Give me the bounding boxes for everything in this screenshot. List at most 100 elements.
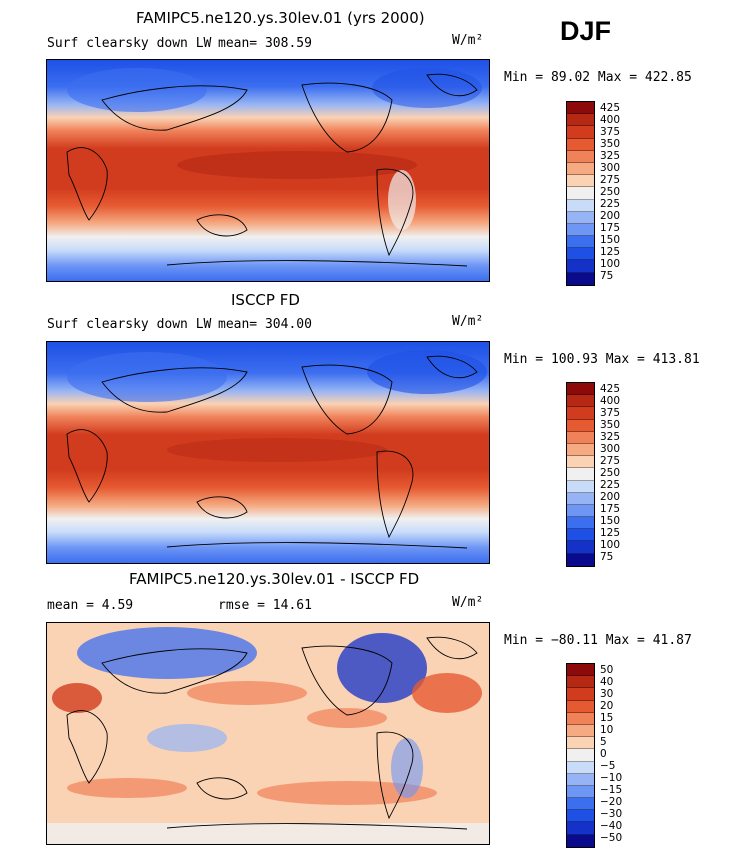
colorbar-tick-label: −20 bbox=[600, 796, 623, 808]
panel3-mean-label: mean = 4.59 bbox=[47, 598, 134, 613]
panel3-units-label: W/m² bbox=[452, 595, 484, 610]
panel1-title: FAMIPC5.ne120.ys.30lev.01 (yrs 2000) bbox=[136, 9, 425, 27]
colorbar-swatch bbox=[567, 187, 594, 200]
colorbar-swatch bbox=[567, 785, 594, 799]
panel2-map bbox=[46, 341, 490, 564]
colorbar-swatch bbox=[567, 761, 594, 774]
colorbar-tick-label: 150 bbox=[600, 234, 621, 246]
colorbar-tick-label: 15 bbox=[600, 712, 614, 724]
colorbar-tick-label: 125 bbox=[600, 246, 621, 258]
colorbar-swatch bbox=[567, 529, 594, 542]
colorbar-tick-label: 200 bbox=[600, 491, 621, 503]
colorbar-tick-label: 375 bbox=[600, 126, 621, 138]
colorbar-swatch bbox=[567, 175, 594, 188]
colorbar-swatch bbox=[567, 810, 594, 823]
colorbar-swatch bbox=[567, 162, 594, 176]
colorbar-tick-label: 400 bbox=[600, 395, 621, 407]
colorbar-tick-label: 30 bbox=[600, 688, 614, 700]
panel1-mean-label: mean= 308.59 bbox=[218, 36, 312, 51]
panel3-colorbar bbox=[566, 663, 595, 848]
colorbar-swatch bbox=[567, 541, 594, 554]
colorbar-tick-label: 300 bbox=[600, 162, 621, 174]
panel2-colorbar-labels: 425 400 375 350 325 300 275 250 225 200 … bbox=[600, 383, 620, 563]
colorbar-swatch bbox=[567, 114, 594, 127]
colorbar-tick-label: 40 bbox=[600, 676, 614, 688]
colorbar-tick-label: 300 bbox=[600, 443, 621, 455]
colorbar-swatch bbox=[567, 517, 594, 530]
colorbar-swatch bbox=[567, 773, 594, 786]
panel2-units-label: W/m² bbox=[452, 314, 484, 329]
panel2-mean-label: mean= 304.00 bbox=[218, 317, 312, 332]
colorbar-swatch bbox=[567, 712, 594, 725]
colorbar-tick-label: 250 bbox=[600, 186, 621, 198]
colorbar-swatch bbox=[567, 443, 594, 457]
colorbar-swatch bbox=[567, 102, 594, 115]
colorbar-tick-label: −15 bbox=[600, 784, 623, 796]
colorbar-swatch bbox=[567, 688, 594, 701]
colorbar-swatch bbox=[567, 138, 594, 151]
colorbar-tick-label: 175 bbox=[600, 503, 621, 515]
colorbar-tick-label: 0 bbox=[600, 748, 607, 760]
colorbar-tick-label: 125 bbox=[600, 527, 621, 539]
colorbar-tick-label: 350 bbox=[600, 419, 621, 431]
panel2-colorbar bbox=[566, 382, 595, 567]
colorbar-tick-label: 275 bbox=[600, 174, 621, 186]
season-label: DJF bbox=[560, 16, 612, 46]
colorbar-tick-label: 225 bbox=[600, 198, 621, 210]
colorbar-tick-label: 325 bbox=[600, 431, 621, 443]
panel1-minmax-label: Min = 89.02 Max = 422.85 bbox=[504, 70, 692, 85]
colorbar-swatch bbox=[567, 456, 594, 469]
colorbar-tick-label: 275 bbox=[600, 455, 621, 467]
colorbar-tick-label: 5 bbox=[600, 736, 607, 748]
colorbar-swatch bbox=[567, 395, 594, 408]
colorbar-swatch bbox=[567, 407, 594, 420]
colorbar-tick-label: −10 bbox=[600, 772, 623, 784]
colorbar-tick-label: 425 bbox=[600, 102, 621, 114]
colorbar-tick-label: 400 bbox=[600, 114, 621, 126]
colorbar-tick-label: 175 bbox=[600, 222, 621, 234]
colorbar-tick-label: 10 bbox=[600, 724, 614, 736]
panel3-map-field bbox=[47, 623, 489, 844]
colorbar-tick-label: 100 bbox=[600, 258, 621, 270]
colorbar-swatch bbox=[567, 553, 594, 566]
colorbar-tick-label: 425 bbox=[600, 383, 621, 395]
colorbar-swatch bbox=[567, 822, 594, 835]
colorbar-swatch bbox=[567, 724, 594, 738]
colorbar-tick-label: 325 bbox=[600, 150, 621, 162]
colorbar-tick-label: 250 bbox=[600, 467, 621, 479]
colorbar-swatch bbox=[567, 834, 594, 847]
colorbar-swatch bbox=[567, 664, 594, 677]
panel2-minmax-label: Min = 100.93 Max = 413.81 bbox=[504, 352, 700, 367]
colorbar-swatch bbox=[567, 749, 594, 762]
colorbar-tick-label: 375 bbox=[600, 407, 621, 419]
colorbar-swatch bbox=[567, 199, 594, 212]
colorbar-tick-label: 20 bbox=[600, 700, 614, 712]
colorbar-swatch bbox=[567, 700, 594, 713]
colorbar-swatch bbox=[567, 419, 594, 432]
colorbar-tick-label: 225 bbox=[600, 479, 621, 491]
colorbar-tick-label: 75 bbox=[600, 551, 614, 563]
colorbar-tick-label: 75 bbox=[600, 270, 614, 282]
colorbar-swatch bbox=[567, 431, 594, 444]
panel3-rmse-label: rmse = 14.61 bbox=[218, 598, 312, 613]
panel1-units-label: W/m² bbox=[452, 33, 484, 48]
panel1-map-field bbox=[47, 60, 489, 281]
colorbar-swatch bbox=[567, 223, 594, 237]
colorbar-tick-label: −5 bbox=[600, 760, 616, 772]
colorbar-swatch bbox=[567, 504, 594, 518]
colorbar-swatch bbox=[567, 248, 594, 261]
colorbar-tick-label: 200 bbox=[600, 210, 621, 222]
colorbar-swatch bbox=[567, 737, 594, 750]
colorbar-tick-label: −30 bbox=[600, 808, 623, 820]
panel1-map bbox=[46, 59, 490, 282]
colorbar-tick-label: 50 bbox=[600, 664, 614, 676]
panel3-colorbar-labels: 50 40 30 20 15 10 5 0 −5 −10 −15 −20 −30… bbox=[600, 664, 622, 844]
colorbar-tick-label: 100 bbox=[600, 539, 621, 551]
panel3-map bbox=[46, 622, 490, 845]
panel2-map-field bbox=[47, 342, 489, 563]
panel1-colorbar-labels: 425 400 375 350 325 300 275 250 225 200 … bbox=[600, 102, 620, 282]
panel3-title: FAMIPC5.ne120.ys.30lev.01 - ISCCP FD bbox=[129, 570, 420, 588]
colorbar-swatch bbox=[567, 798, 594, 811]
colorbar-tick-label: −40 bbox=[600, 820, 623, 832]
colorbar-swatch bbox=[567, 492, 594, 505]
